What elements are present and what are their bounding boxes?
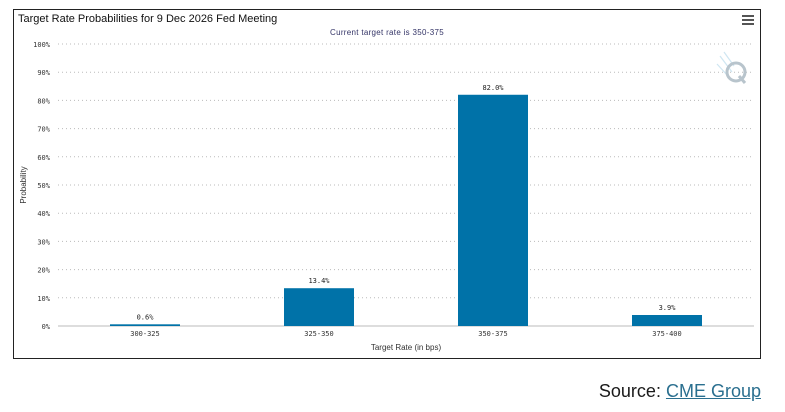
bar-data-label: 82.0% <box>482 84 504 92</box>
y-tick-label: 80% <box>37 97 50 105</box>
x-tick-label: 350-375 <box>478 330 508 338</box>
bar-data-label: 0.6% <box>137 313 155 321</box>
y-axis-title: Probability <box>19 166 28 203</box>
y-tick-label: 0% <box>42 323 51 331</box>
y-tick-label: 90% <box>37 69 50 77</box>
bar-chart: 0% 10% 20% 30% 40% 50% 60% 70% 80% 90% 100% Probabi… <box>19 41 754 352</box>
bar-data-label: 3.9% <box>659 304 677 312</box>
source-link[interactable]: CME Group <box>665 381 761 401</box>
y-tick-label: 30% <box>37 238 50 246</box>
chart-title: Target Rate Probabilities for 9 Dec 2026… <box>18 13 278 25</box>
y-tick-label: 50% <box>37 182 50 190</box>
x-tick-label: 300-325 <box>130 330 160 338</box>
x-axis-title: Target Rate (in bps) <box>371 343 442 352</box>
y-tick-label: 40% <box>37 210 50 218</box>
bar-325-350 <box>284 288 354 326</box>
source-line: Source: CME Group <box>599 381 761 402</box>
q-logo-icon <box>716 51 747 84</box>
bar-data-label: 13.4% <box>308 277 330 285</box>
y-tick-label: 60% <box>37 154 50 162</box>
x-tick-label: 325-350 <box>304 330 334 338</box>
bar-350-375 <box>458 94 528 326</box>
y-tick-label: 100% <box>33 41 51 49</box>
chart-menu-icon[interactable] <box>742 15 754 25</box>
source-prefix: Source: <box>598 381 661 401</box>
chart-container: 0% 10% 20% 30% 40% 50% 60% 70% 80% 90% 100% Probabi… <box>13 9 761 359</box>
bar-300-325 <box>110 324 180 326</box>
y-tick-label: 70% <box>37 126 50 134</box>
bar-375-400 <box>632 315 702 326</box>
y-tick-label: 20% <box>37 267 50 275</box>
chart-subtitle: Current target rate is 350-375 <box>330 28 444 37</box>
y-tick-label: 10% <box>37 295 50 303</box>
x-tick-label: 375-400 <box>652 330 682 338</box>
